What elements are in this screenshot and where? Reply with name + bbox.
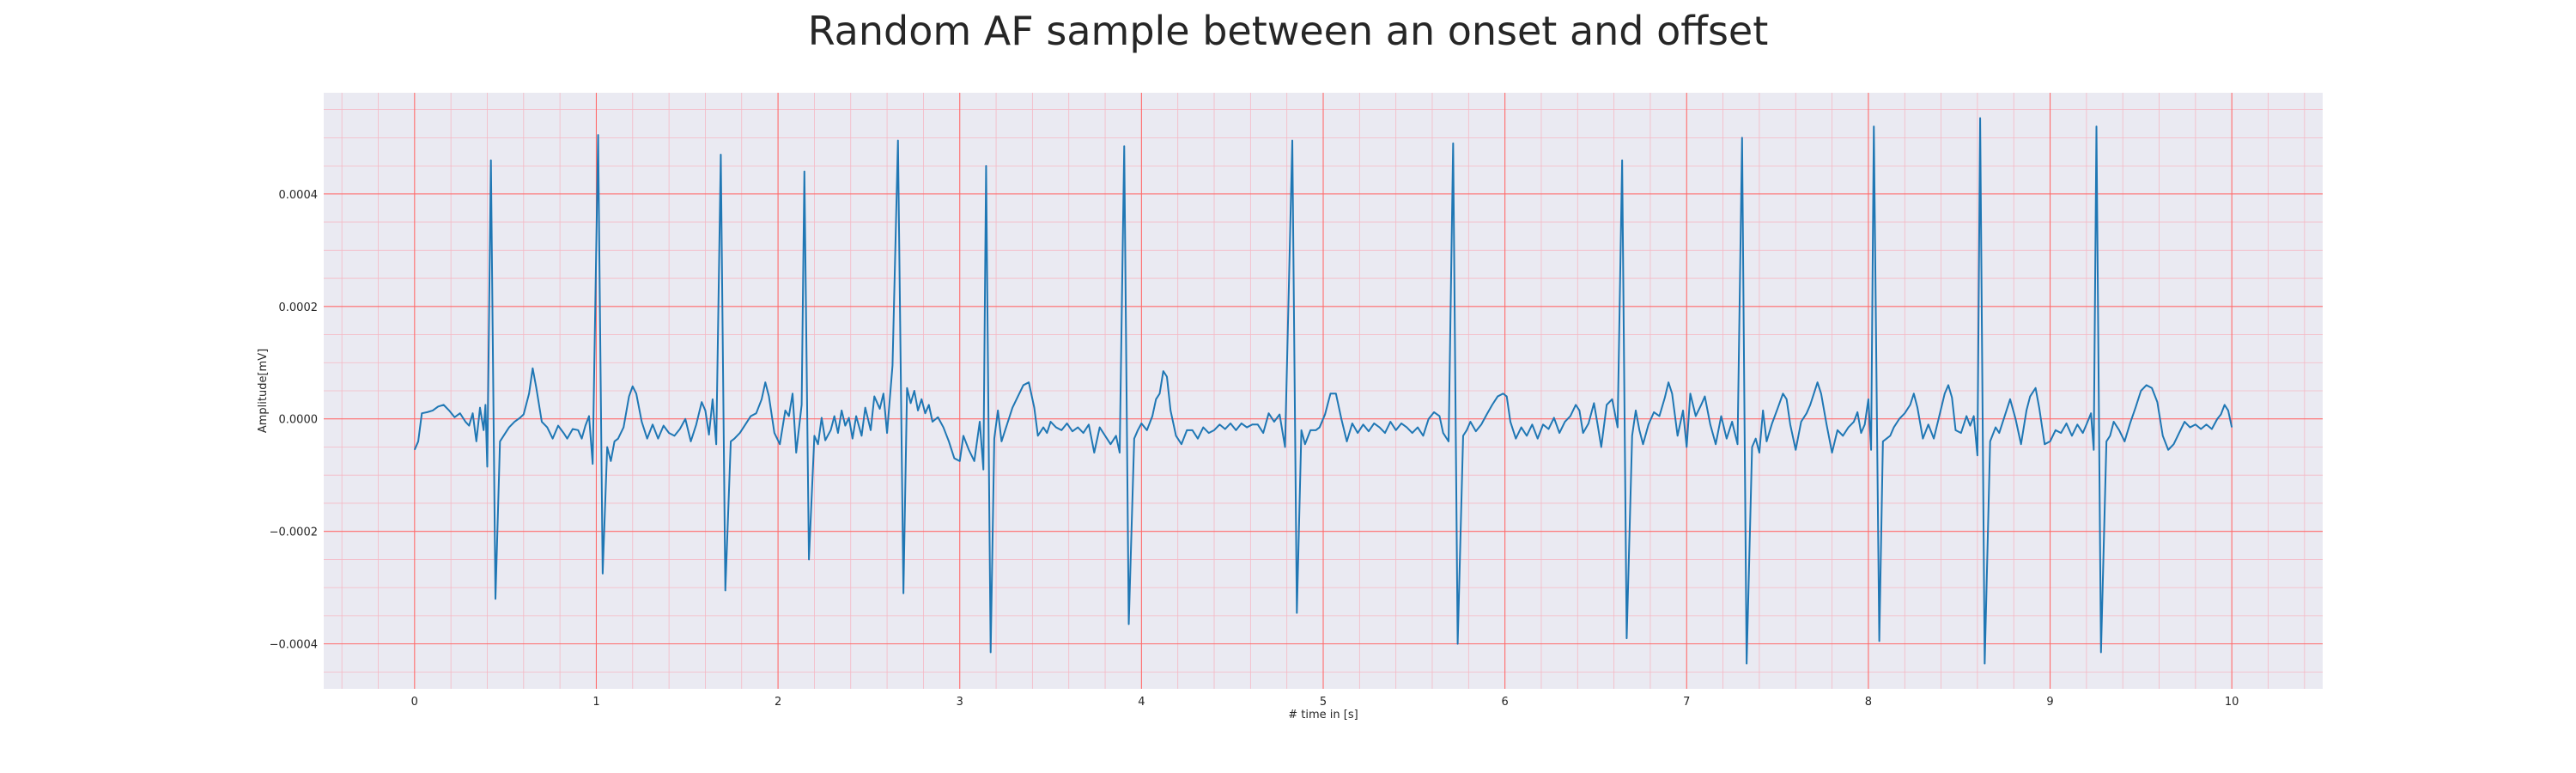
y-axis-label: Amplitude[mV] (257, 349, 270, 433)
x-tick-label: 8 (1865, 696, 1872, 709)
x-tick-label: 3 (957, 696, 963, 709)
x-tick-label: 10 (2225, 696, 2239, 709)
x-axis-label: # time in [s] (1288, 709, 1358, 721)
x-tick-label: 5 (1320, 696, 1327, 709)
y-tick-label: −0.0004 (270, 639, 318, 652)
x-tick-label: 2 (775, 696, 781, 709)
x-tick-label: 0 (411, 696, 418, 709)
y-tick-labels: −0.0004 −0.0002 0.0000 0.0002 0.0004 (270, 189, 318, 652)
ecg-signal-line (413, 117, 2233, 665)
x-tick-label: 6 (1501, 696, 1508, 709)
y-tick-label: 0.0004 (279, 189, 319, 202)
x-tick-label: 7 (1683, 696, 1690, 709)
y-tick-label: 0.0000 (279, 414, 319, 427)
x-tick-label: 9 (2046, 696, 2053, 709)
x-tick-label: 4 (1138, 696, 1145, 709)
y-tick-label: 0.0002 (279, 301, 319, 314)
major-grid (324, 93, 2323, 689)
chart-title: Random AF sample between an onset and of… (808, 8, 1769, 54)
x-tick-label: 1 (592, 696, 599, 709)
y-tick-label: −0.0002 (270, 526, 318, 539)
ecg-series (413, 117, 2233, 665)
x-tick-labels: 0 1 2 3 4 5 6 7 8 9 10 (411, 696, 2239, 709)
